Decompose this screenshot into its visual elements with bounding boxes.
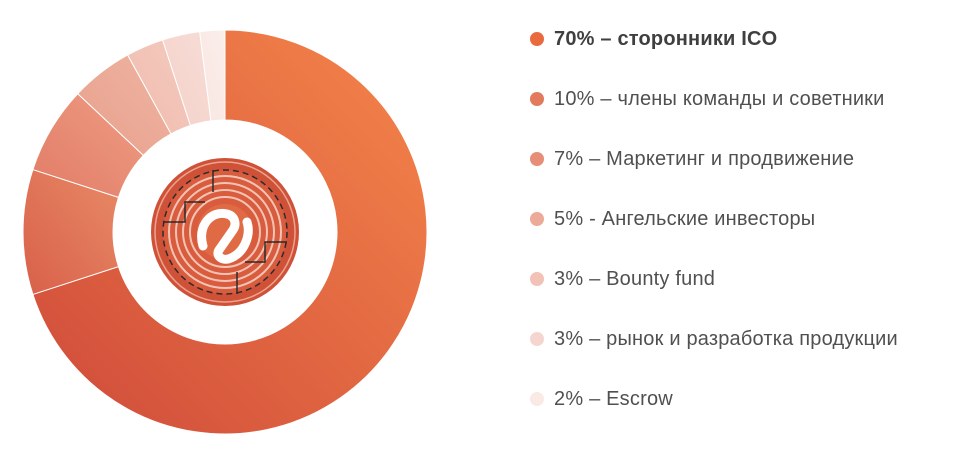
legend-label: 3% – Bounty fund [554,268,716,290]
chart-legend: 70% – сторонники ICO 10% – члены команды… [530,28,970,448]
legend-label: 5% - Ангельские инвесторы [554,208,816,230]
legend-swatch [530,392,544,406]
legend-swatch [530,32,544,46]
donut-slice [32,29,428,435]
donut-slices [22,29,428,435]
crypto-coin-logo-icon [151,158,299,306]
legend-label: 10% – члены команды и советники [554,88,885,110]
legend-label: 7% – Маркетинг и продвижение [554,148,855,170]
legend-label: 2% – Escrow [554,388,673,410]
legend-swatch [530,152,544,166]
legend-swatch [530,332,544,346]
legend-swatch [530,272,544,286]
legend-swatch [530,92,544,106]
legend-label: 3% – рынок и разработка продукции [554,328,898,350]
legend-swatch [530,212,544,226]
legend-item: 3% – рынок и разработка продукции [530,328,970,388]
legend-item: 70% – сторонники ICO [530,28,970,88]
legend-item: 7% – Маркетинг и продвижение [530,148,970,208]
legend-item: 5% - Ангельские инвесторы [530,208,970,268]
legend-label: 70% – сторонники ICO [554,28,778,50]
legend-item: 3% – Bounty fund [530,268,970,328]
legend-item: 10% – члены команды и советники [530,88,970,148]
legend-item: 2% – Escrow [530,388,970,448]
